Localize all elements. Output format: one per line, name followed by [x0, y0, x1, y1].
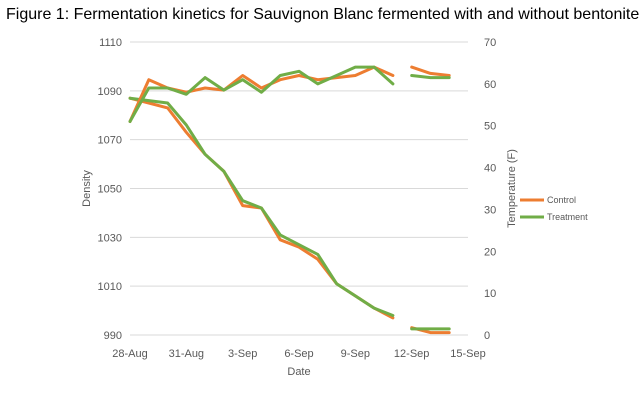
legend-label-control: Control: [547, 195, 576, 205]
series-line-control-temperature: [128, 65, 395, 123]
y2-tick-label: 30: [484, 204, 496, 216]
x-tick-label: 3-Sep: [228, 348, 257, 360]
x-tick-label: 28-Aug: [112, 348, 147, 360]
y2-tick-label: 20: [484, 246, 496, 258]
legend-label-treatment: Treatment: [547, 212, 588, 222]
axes: 990 1010 1030 1050 1070 1090 1110 0 10 20 30 40 50 60…: [98, 37, 497, 360]
x-axis-title: Date: [287, 366, 310, 378]
y2-axis-title: Temperature (F): [506, 149, 518, 228]
y2-tick-label: 50: [484, 121, 496, 133]
legend: Control Treatment: [520, 195, 588, 222]
x-tick-label: 9-Sep: [341, 348, 370, 360]
y2-tick-label: 10: [484, 288, 496, 300]
x-tick-label: 12-Sep: [394, 348, 429, 360]
y-tick-label: 990: [104, 330, 122, 342]
series-line-treatment-temperature: [128, 65, 395, 123]
x-tick-label: 6-Sep: [284, 348, 313, 360]
y-tick-label: 1090: [98, 86, 122, 98]
y-tick-label: 1010: [98, 281, 122, 293]
y-tick-label: 1050: [98, 184, 122, 196]
y2-tick-label: 0: [484, 330, 490, 342]
series-line-treatment-density: [128, 96, 395, 317]
y-tick-label: 1030: [98, 232, 122, 244]
series-line-control-temperature: [410, 65, 451, 77]
series-lines: [128, 65, 451, 335]
y-tick-label: 1070: [98, 135, 122, 147]
y-tick-label: 1110: [99, 37, 122, 49]
y2-tick-label: 70: [484, 37, 496, 49]
gridlines: [130, 41, 468, 336]
y-axis-title: Density: [81, 170, 93, 207]
y2-tick-label: 60: [484, 79, 496, 91]
series-line-treatment-temperature: [410, 74, 451, 80]
x-tick-label: 31-Aug: [169, 348, 204, 360]
y2-tick-label: 40: [484, 163, 496, 175]
x-tick-label: 15-Sep: [450, 348, 485, 360]
figure-title: Figure 1: Fermentation kinetics for Sauv…: [6, 6, 640, 23]
